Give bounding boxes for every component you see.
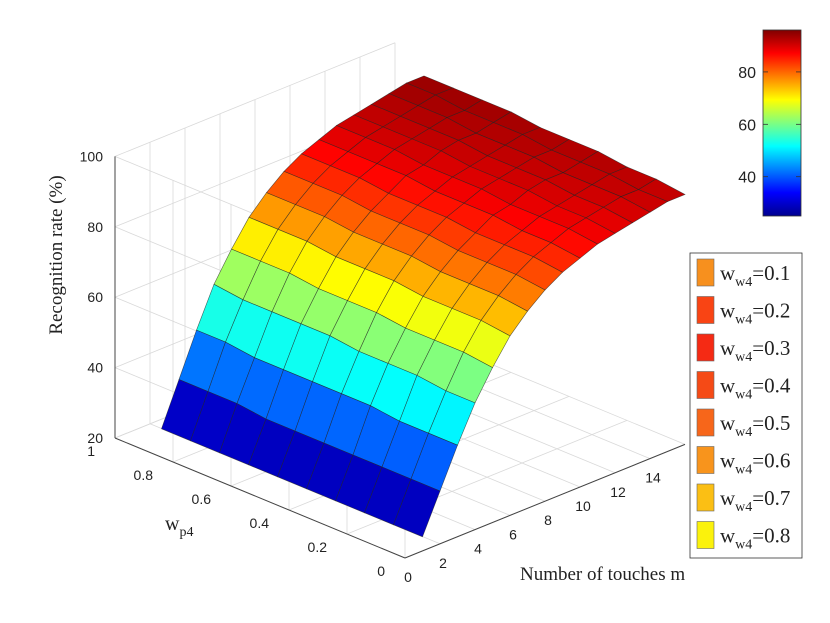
legend-label: ww4=0.8	[720, 524, 790, 553]
legend-swatch	[696, 333, 715, 362]
y-tick-label: 0.2	[308, 539, 328, 555]
w-axis-line	[114, 437, 406, 559]
legend-label: ww4=0.6	[720, 449, 790, 478]
legend-swatch	[696, 408, 715, 437]
y-tick-label: 0	[377, 563, 385, 579]
m-axis-line	[404, 443, 686, 559]
y-tick-label: 0.4	[250, 515, 270, 531]
y-tick-label: 0.8	[134, 467, 154, 483]
legend-swatch	[696, 296, 715, 324]
legend-label: ww4=0.4	[720, 374, 791, 403]
surface-mesh	[161, 75, 686, 538]
z-tick-label: 40	[87, 360, 103, 376]
x-tick-label: 2	[439, 555, 447, 571]
legend-swatch	[696, 483, 715, 512]
surface-cell	[393, 478, 441, 538]
x-axis-label: Number of touches m	[520, 564, 685, 585]
z-axis-label: Recognition rate (%)	[46, 175, 67, 334]
legend-label: ww4=0.2	[720, 299, 790, 328]
legend-swatch	[696, 258, 715, 287]
legend-swatch	[696, 521, 715, 549]
z-tick-label: 100	[80, 148, 104, 164]
colorbar-tick-label: 40	[738, 170, 756, 187]
x-tick-label: 12	[610, 484, 626, 500]
legend-label: ww4=0.7	[720, 486, 790, 515]
y-axis-label: wp4	[165, 513, 193, 540]
x-tick-label: 10	[575, 498, 591, 514]
colorbar: 40 60 80	[738, 29, 802, 217]
x-tick-label: 14	[645, 470, 661, 486]
y-tick-label: 1	[87, 443, 95, 459]
x-tick-label: 4	[474, 541, 482, 557]
x-tick-label: 6	[509, 526, 517, 542]
axis-ticks: 20 40 60 80 100 0 2 4 6 8 10 12 14 0 0.2 0.4 0.6 0.8 1	[80, 148, 661, 585]
z-tick-label: 80	[87, 219, 103, 235]
legend: ww4=0.1 ww4=0.2 ww4=0.3 ww4=0.4 ww4=0.5 ww4=0…	[689, 252, 803, 559]
z-tick-label: 20	[87, 430, 103, 446]
legend-label: ww4=0.5	[720, 411, 790, 440]
x-tick-label: 8	[544, 512, 552, 528]
z-tick-label: 60	[87, 289, 103, 305]
colorbar-tick-label: 60	[738, 117, 756, 134]
legend-label: ww4=0.1	[720, 261, 790, 290]
y-tick-label: 0.6	[192, 491, 212, 507]
colorbar-gradient	[762, 29, 802, 217]
legend-swatch	[696, 371, 715, 399]
legend-label: ww4=0.3	[720, 336, 790, 365]
legend-swatch	[696, 446, 715, 474]
x-tick-label: 0	[404, 569, 412, 585]
colorbar-tick-label: 80	[738, 65, 756, 82]
